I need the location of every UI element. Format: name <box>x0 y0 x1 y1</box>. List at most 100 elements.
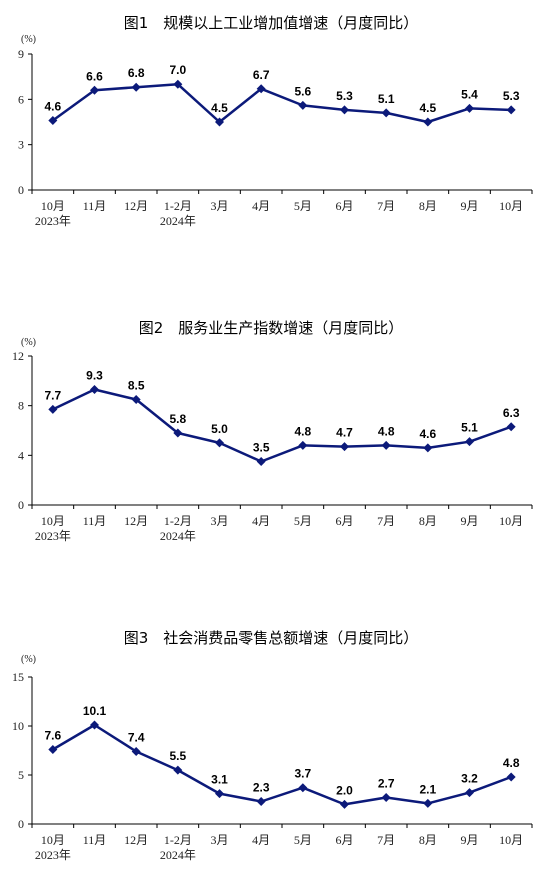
data-point-marker <box>423 798 433 808</box>
data-label: 5.0 <box>211 422 228 436</box>
y-tick-label: 8 <box>18 399 24 413</box>
x-year-label: 2024年 <box>160 214 196 228</box>
data-label: 5.1 <box>461 421 478 435</box>
x-tick-label: 1-2月 <box>164 833 192 847</box>
x-tick-label: 10月 <box>499 199 523 213</box>
y-tick-label: 0 <box>18 817 24 831</box>
data-point-marker <box>173 79 183 89</box>
data-label: 5.3 <box>503 89 520 103</box>
chart-retail-sales: 图3 社会消费品零售总额增速（月度同比） (%) 05101510月2023年1… <box>12 629 533 862</box>
data-label: 7.4 <box>128 730 145 744</box>
data-label: 5.8 <box>169 412 186 426</box>
x-tick-label: 4月 <box>252 514 270 528</box>
y-axis-unit: (%) <box>21 337 36 348</box>
data-point-marker <box>298 440 308 450</box>
data-point-marker <box>131 394 141 404</box>
x-tick-label: 5月 <box>294 833 312 847</box>
data-label: 2.3 <box>253 780 270 794</box>
data-label: 7.7 <box>44 388 61 402</box>
data-label: 4.8 <box>294 424 311 438</box>
x-year-label: 2024年 <box>160 529 196 543</box>
data-label: 2.0 <box>336 783 353 797</box>
x-tick-label: 1-2月 <box>164 199 192 213</box>
x-tick-label: 10月 <box>41 833 65 847</box>
data-point-marker <box>423 117 433 127</box>
data-label: 4.6 <box>419 427 436 441</box>
data-point-marker <box>381 793 391 803</box>
x-tick-label: 11月 <box>83 514 107 528</box>
data-point-marker <box>256 84 266 94</box>
y-tick-label: 6 <box>18 92 24 106</box>
data-label: 5.4 <box>461 87 478 101</box>
x-tick-label: 12月 <box>124 833 148 847</box>
series-line <box>52 723 512 806</box>
x-tick-label: 9月 <box>460 514 478 528</box>
data-point-marker <box>340 799 349 809</box>
data-label: 7.0 <box>169 63 186 77</box>
x-tick-label: 4月 <box>252 833 270 847</box>
x-year-label: 2023年 <box>35 848 71 862</box>
data-label: 2.1 <box>419 782 436 796</box>
x-tick-label: 10月 <box>41 514 65 528</box>
x-year-label: 2023年 <box>35 214 71 228</box>
data-point-marker <box>465 788 474 798</box>
data-point-marker <box>506 105 516 115</box>
y-tick-label: 3 <box>18 138 24 152</box>
data-label: 8.5 <box>128 378 145 392</box>
data-label: 10.1 <box>83 704 107 718</box>
x-tick-label: 10月 <box>41 199 65 213</box>
data-point-marker <box>215 438 224 448</box>
x-tick-label: 1-2月 <box>164 514 192 528</box>
x-tick-label: 10月 <box>499 833 523 847</box>
data-label: 3.1 <box>211 773 228 787</box>
data-point-marker <box>215 789 224 799</box>
data-label: 4.5 <box>211 101 228 115</box>
data-point-marker <box>465 437 474 447</box>
x-tick-label: 8月 <box>419 514 437 528</box>
data-point-marker <box>465 103 474 113</box>
x-tick-label: 4月 <box>252 199 270 213</box>
x-tick-label: 6月 <box>335 833 353 847</box>
y-tick-label: 9 <box>18 47 24 61</box>
y-axis-unit: (%) <box>21 654 36 665</box>
data-label: 4.8 <box>503 756 520 770</box>
data-point-marker <box>256 796 266 806</box>
x-tick-label: 11月 <box>83 199 107 213</box>
data-label: 6.3 <box>503 406 520 420</box>
y-tick-label: 0 <box>18 498 24 512</box>
data-label: 5.1 <box>378 92 395 106</box>
data-label: 3.7 <box>294 767 311 781</box>
data-label: 4.6 <box>44 99 61 113</box>
data-label: 6.7 <box>253 68 270 82</box>
data-point-marker <box>298 783 308 793</box>
x-year-label: 2023年 <box>35 529 71 543</box>
x-tick-label: 3月 <box>210 514 228 528</box>
data-label: 4.8 <box>378 424 395 438</box>
series-line <box>52 388 512 463</box>
y-tick-label: 0 <box>18 183 24 197</box>
data-point-marker <box>215 117 224 127</box>
data-label: 4.7 <box>336 426 353 440</box>
y-axis-unit: (%) <box>21 34 36 45</box>
data-point-marker <box>256 457 266 467</box>
data-point-marker <box>131 746 141 756</box>
x-tick-label: 7月 <box>377 514 395 528</box>
data-point-marker <box>506 772 516 782</box>
y-tick-label: 4 <box>18 448 24 462</box>
x-tick-label: 7月 <box>377 833 395 847</box>
data-point-marker <box>90 720 99 730</box>
data-point-marker <box>506 422 516 432</box>
series-line <box>52 82 512 124</box>
data-label: 3.2 <box>461 772 478 786</box>
x-year-label: 2024年 <box>160 848 196 862</box>
chart-title: 图1 规模以上工业增加值增速（月度同比） <box>124 14 419 32</box>
x-tick-label: 9月 <box>460 199 478 213</box>
data-point-marker <box>381 440 391 450</box>
y-tick-label: 5 <box>18 768 24 782</box>
data-label: 5.5 <box>169 749 186 763</box>
data-label: 4.5 <box>419 101 436 115</box>
data-label: 2.7 <box>378 777 395 791</box>
x-tick-label: 6月 <box>335 199 353 213</box>
x-tick-label: 12月 <box>124 199 148 213</box>
data-label: 5.6 <box>294 84 311 98</box>
